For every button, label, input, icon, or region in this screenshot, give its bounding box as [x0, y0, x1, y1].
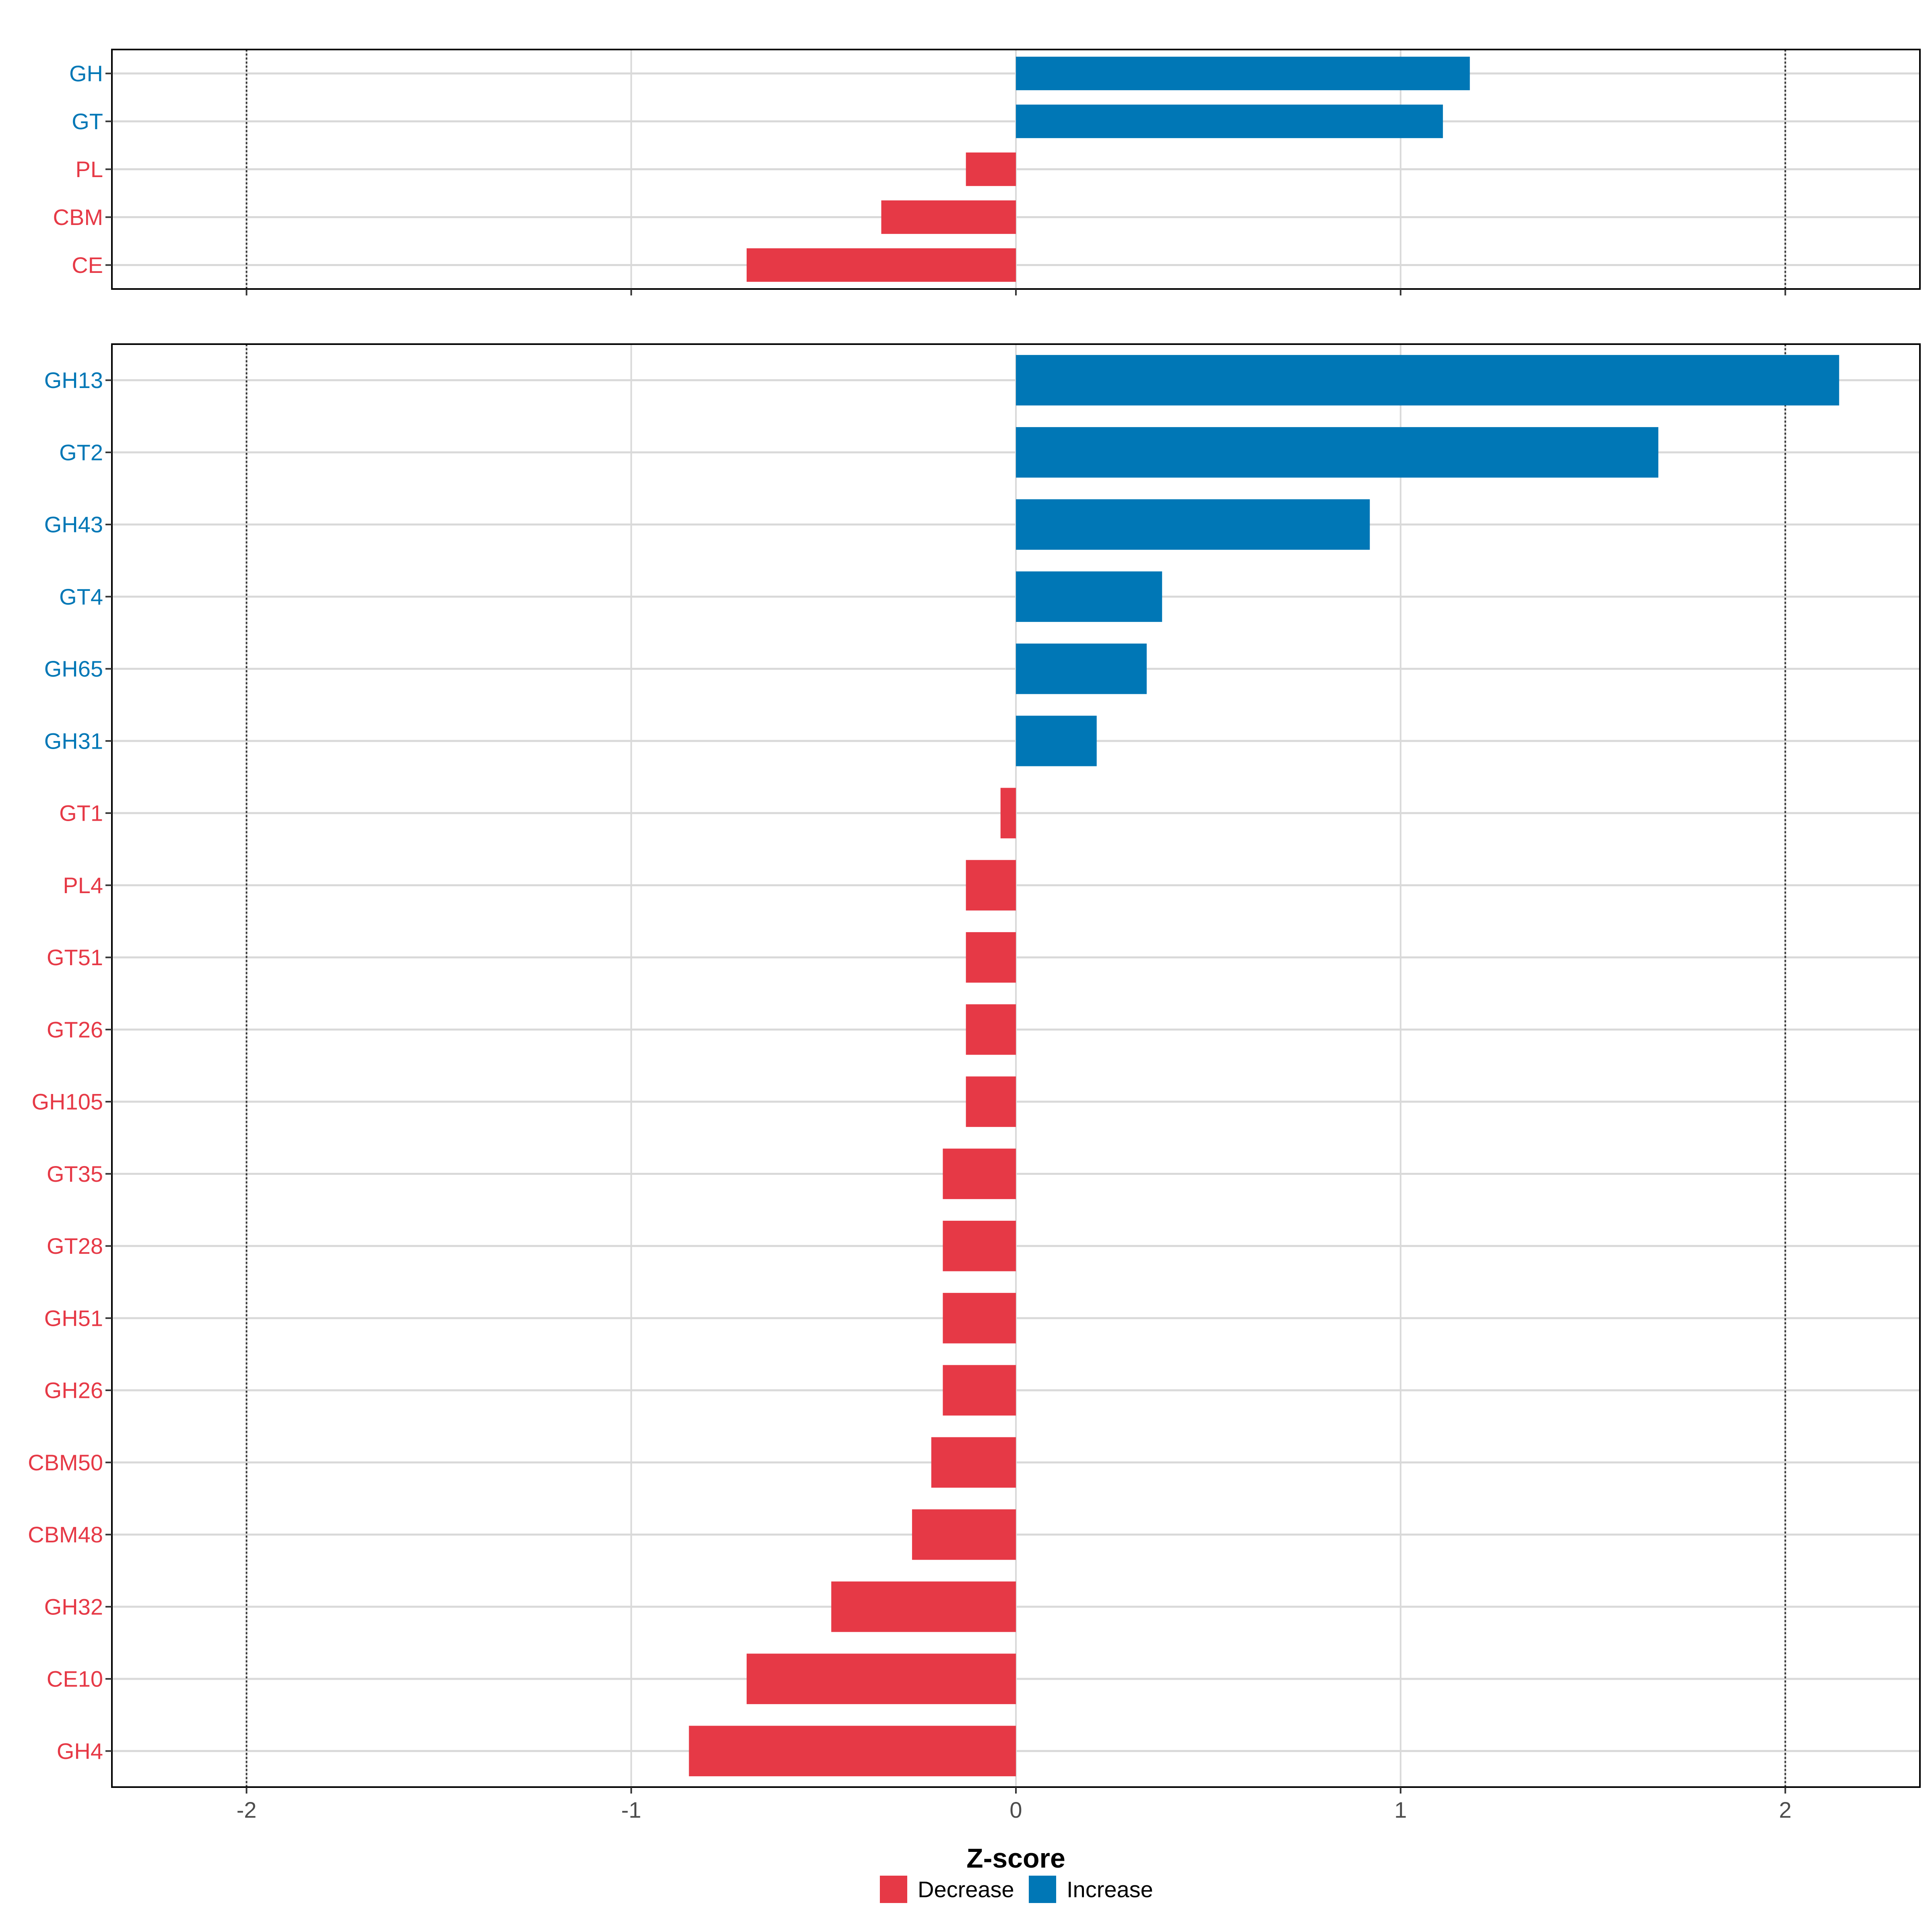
- y-tick-label: GH4: [57, 1738, 103, 1764]
- legend-label-increase: Increase: [1067, 1877, 1153, 1902]
- bar-gh26: [943, 1365, 1016, 1416]
- y-tick-label: PL: [76, 157, 103, 182]
- legend: Decrease Increase: [880, 1876, 1153, 1903]
- y-tick-label: GH26: [44, 1378, 103, 1403]
- x-axis-title: Z-score: [966, 1843, 1065, 1874]
- y-tick-label: GT51: [47, 945, 103, 970]
- y-tick-label: GH32: [44, 1594, 103, 1619]
- bar-gh51: [943, 1293, 1016, 1344]
- y-tick-label: CBM48: [28, 1522, 103, 1547]
- bar-gt: [1016, 104, 1443, 138]
- x-tick-label: -2: [237, 1797, 257, 1823]
- panel-bottom: GH13 GT2 GH43 GT4 GH65 GH31 GT1 PL4 GT51 GT26 GH10…: [28, 343, 1921, 1794]
- bar-cbm50: [931, 1437, 1016, 1488]
- bar-pl: [966, 152, 1016, 186]
- bar-gh105: [966, 1076, 1016, 1127]
- y-tick-label: GT: [72, 109, 103, 134]
- y-tick-label: GT1: [59, 801, 103, 826]
- y-tick-label: CE10: [47, 1666, 103, 1692]
- x-tick-label: -1: [621, 1797, 641, 1823]
- y-tick-label: GH43: [44, 512, 103, 537]
- y-tick-label: GH105: [32, 1089, 103, 1115]
- bar-gt1: [1000, 788, 1016, 838]
- bar-gt26: [966, 1004, 1016, 1055]
- bar-ce: [746, 248, 1016, 282]
- panel-top: GH GT PL CBM CE: [53, 49, 1921, 295]
- bar-cbm48: [912, 1509, 1016, 1560]
- bar-gh31: [1016, 716, 1097, 766]
- bar-gh65: [1016, 643, 1147, 694]
- y-tick-label: GT2: [59, 440, 103, 465]
- bar-gh: [1016, 56, 1470, 91]
- bar-gh32: [831, 1581, 1016, 1632]
- bar-ce10: [746, 1653, 1016, 1704]
- y-tick-label: CE: [72, 252, 103, 278]
- y-tick-label: GH31: [44, 728, 103, 753]
- y-tick-label: PL4: [63, 873, 103, 898]
- bar-pl4: [966, 860, 1016, 911]
- legend-label-decrease: Decrease: [918, 1877, 1014, 1902]
- x-tick-label: 2: [1779, 1797, 1792, 1823]
- legend-swatch-increase: [1029, 1876, 1056, 1903]
- legend-swatch-decrease: [880, 1876, 907, 1903]
- y-tick-label: GH13: [44, 367, 103, 393]
- y-tick-label: GH: [69, 61, 103, 86]
- y-tick-label: CBM: [53, 204, 103, 230]
- y-tick-label: GT26: [47, 1017, 103, 1042]
- bar-gh13: [1016, 355, 1839, 406]
- bar-gt4: [1016, 571, 1162, 622]
- x-tick-label: 1: [1394, 1797, 1407, 1823]
- bar-gt28: [943, 1220, 1016, 1271]
- y-tick-label: CBM50: [28, 1450, 103, 1475]
- y-tick-label: GT28: [47, 1233, 103, 1259]
- bar-gh43: [1016, 499, 1370, 550]
- bar-gt51: [966, 932, 1016, 983]
- y-tick-label: GH65: [44, 656, 103, 681]
- y-tick-label: GT35: [47, 1161, 103, 1187]
- bar-gh4: [689, 1726, 1016, 1777]
- y-tick-label: GT4: [59, 584, 103, 609]
- bar-gt2: [1016, 427, 1659, 478]
- y-tick-label: GH51: [44, 1305, 103, 1331]
- bar-gt35: [943, 1148, 1016, 1199]
- x-tick-label: 0: [1009, 1797, 1022, 1823]
- bar-cbm: [881, 200, 1016, 234]
